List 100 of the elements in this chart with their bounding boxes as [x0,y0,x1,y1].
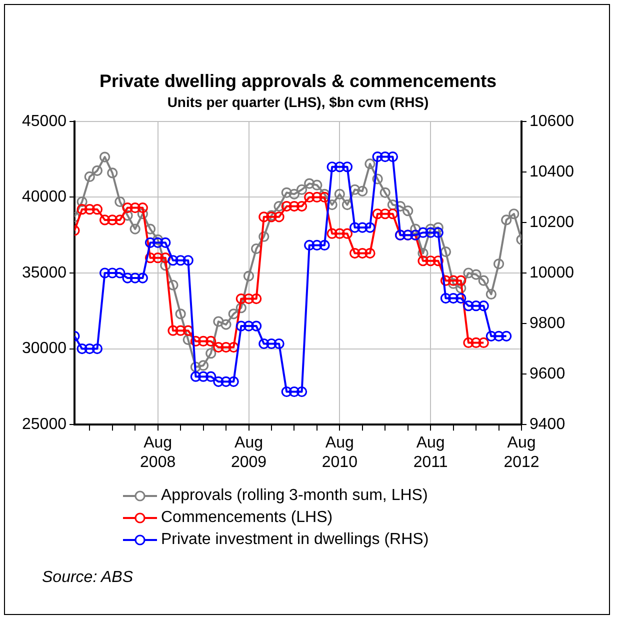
point [137,272,148,284]
point [251,293,262,304]
point [198,336,209,347]
point [190,362,202,372]
point [357,222,368,233]
point [160,252,171,264]
y2-tick-label: 9600 [530,365,566,382]
chart-title: Private dwelling approvals & commencements [99,70,497,91]
point [334,162,345,172]
y-tick-label: 30000 [22,340,67,358]
y-tick-label: 25000 [22,416,67,434]
point [92,165,103,176]
point [432,222,444,233]
point [122,210,133,221]
point [281,200,292,212]
point [107,268,118,278]
y2-tick-label: 10600 [530,112,574,130]
point [228,376,239,387]
point [456,282,466,294]
point [334,228,345,239]
point [418,248,428,259]
point [206,348,216,359]
point [190,371,202,382]
point [243,270,254,282]
point [350,184,360,195]
source-note: Source: ABS [42,569,134,587]
point [236,293,246,304]
point [258,231,270,242]
point [152,234,164,245]
y2-tick-label: 9800 [530,314,566,332]
point [274,200,284,212]
point [326,228,338,239]
point [501,214,512,226]
point [470,269,482,280]
point [144,237,156,248]
point [114,214,126,226]
point [220,319,232,330]
point [372,174,383,184]
point [288,188,300,200]
point [182,325,194,336]
point [213,342,224,353]
point [152,252,164,264]
point [228,342,239,353]
point [478,337,489,348]
point [137,202,148,214]
point [220,376,232,387]
point [92,204,103,215]
x-tick-label: Aug 2011 [413,434,448,471]
point [160,237,171,248]
x-tick-label: Aug 2009 [230,434,267,471]
point [364,248,376,259]
point [213,376,224,387]
point [130,202,140,214]
point [326,162,338,172]
point [274,212,284,222]
point [122,202,133,214]
point [236,320,246,332]
x-tick-label: Aug 2012 [504,434,540,471]
point [304,192,315,202]
point [175,255,186,266]
point [456,275,466,286]
point [296,200,308,212]
point [76,344,88,354]
point [258,212,270,222]
point [198,371,209,382]
point [107,168,118,178]
point [84,171,95,182]
point [281,386,292,398]
point [448,275,459,286]
point [168,280,178,290]
legend-label: Approvals (rolling 3-month sum, LHS) [161,487,428,505]
point [380,187,390,198]
point [372,208,383,220]
point [425,256,436,266]
point [296,184,308,195]
y-tick-label: 35000 [22,264,67,282]
point [168,255,178,266]
point [357,186,368,196]
point [107,214,118,226]
point [288,386,300,398]
y2-tick-label: 10200 [530,214,574,231]
point [410,224,421,234]
point [100,268,110,278]
point [470,337,482,348]
point [501,330,512,342]
point [380,208,390,220]
y-tick-label: 45000 [22,112,67,130]
point [304,178,315,189]
legend-label: Private investment in dwellings (RHS) [161,531,429,549]
point [100,152,110,162]
point [206,371,216,382]
point [470,300,482,312]
point [478,275,489,286]
point [425,227,436,238]
point [387,151,398,162]
point [486,288,496,300]
point [342,199,353,210]
point [182,334,194,346]
point [144,224,156,234]
point [312,180,322,190]
